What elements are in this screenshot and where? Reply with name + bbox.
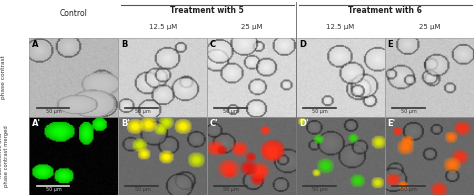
Text: Control: Control (60, 9, 88, 18)
Text: 50 µm: 50 µm (135, 109, 150, 114)
Text: B': B' (121, 119, 130, 128)
Bar (385, 38, 474, 117)
Text: phase contrast: phase contrast (1, 55, 6, 99)
Text: fluorescence and
phase contrast merged: fluorescence and phase contrast merged (0, 125, 9, 187)
Text: Treatment with 6: Treatment with 6 (348, 6, 422, 15)
Text: C: C (210, 40, 216, 49)
Bar (296, 38, 385, 117)
Bar (207, 117, 296, 195)
Bar (118, 38, 207, 117)
Text: 50 µm: 50 µm (312, 109, 328, 114)
Text: 50 µm: 50 µm (46, 187, 62, 192)
Text: A: A (32, 40, 38, 49)
Bar (296, 117, 385, 195)
Bar (385, 117, 474, 195)
Text: D': D' (299, 119, 308, 128)
Text: 50 µm: 50 µm (223, 187, 239, 192)
Text: B: B (121, 40, 128, 49)
Text: 12.5 μM: 12.5 μM (327, 24, 355, 30)
Text: A': A' (32, 119, 41, 128)
Bar (118, 117, 207, 195)
Bar (29, 117, 118, 195)
Text: 12.5 μM: 12.5 μM (149, 24, 177, 30)
Text: 25 μM: 25 μM (241, 24, 263, 30)
Text: 50 µm: 50 µm (135, 187, 150, 192)
Text: 50 µm: 50 µm (401, 109, 417, 114)
Text: 25 μM: 25 μM (419, 24, 440, 30)
Text: 50 µm: 50 µm (46, 109, 62, 114)
Bar (207, 38, 296, 117)
Text: E: E (388, 40, 393, 49)
Bar (29, 38, 118, 117)
Text: 50 µm: 50 µm (401, 187, 417, 192)
Text: D: D (299, 40, 306, 49)
Text: E': E' (388, 119, 396, 128)
Text: Treatment with 5: Treatment with 5 (170, 6, 244, 15)
Text: 50 µm: 50 µm (312, 187, 328, 192)
Text: C': C' (210, 119, 219, 128)
Text: 50 µm: 50 µm (223, 109, 239, 114)
